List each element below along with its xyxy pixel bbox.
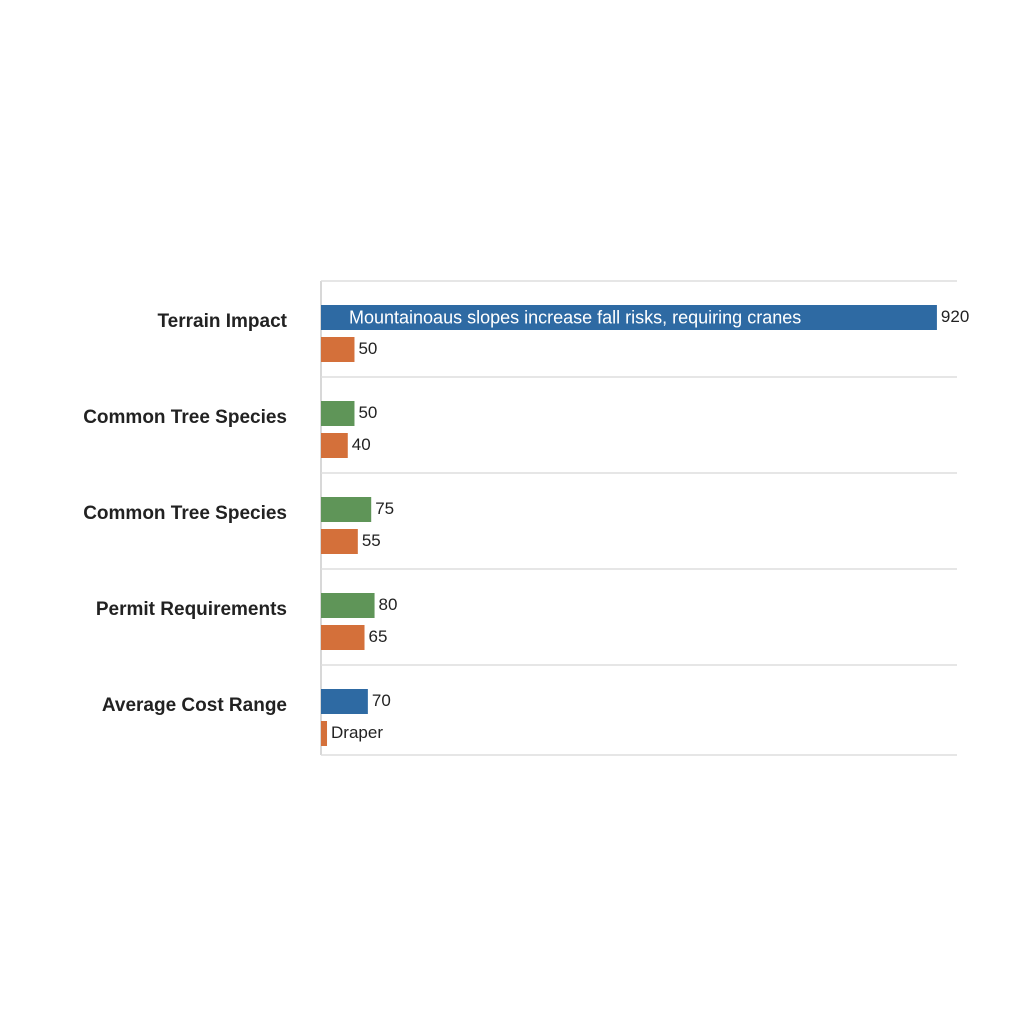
bar [321, 433, 348, 458]
bar [321, 305, 937, 330]
category-label: Average Cost Range [102, 695, 287, 716]
bar [321, 625, 365, 650]
category-label: Terrain Impact [157, 311, 287, 332]
value-label: 50 [358, 403, 377, 422]
bar [321, 337, 355, 362]
value-label: Draper [331, 723, 383, 742]
bar [321, 497, 372, 522]
category-label: Permit Requirements [96, 599, 287, 620]
value-label: 920 [941, 307, 969, 326]
bar [321, 689, 368, 714]
value-label: 75 [375, 499, 394, 518]
annotation: Mountainoaus slopes increase fall risks,… [349, 307, 801, 327]
bar [321, 593, 375, 618]
value-label: 70 [372, 691, 391, 710]
value-label: 80 [379, 595, 398, 614]
bar [321, 529, 358, 554]
value-label: 40 [352, 435, 371, 454]
category-label: Common Tree Species [83, 407, 287, 428]
bar [321, 401, 355, 426]
bar [321, 721, 328, 746]
category-label: Common Tree Species [83, 503, 287, 524]
value-label: 55 [362, 531, 381, 550]
value-label: 65 [369, 627, 388, 646]
value-label: 50 [358, 339, 377, 358]
